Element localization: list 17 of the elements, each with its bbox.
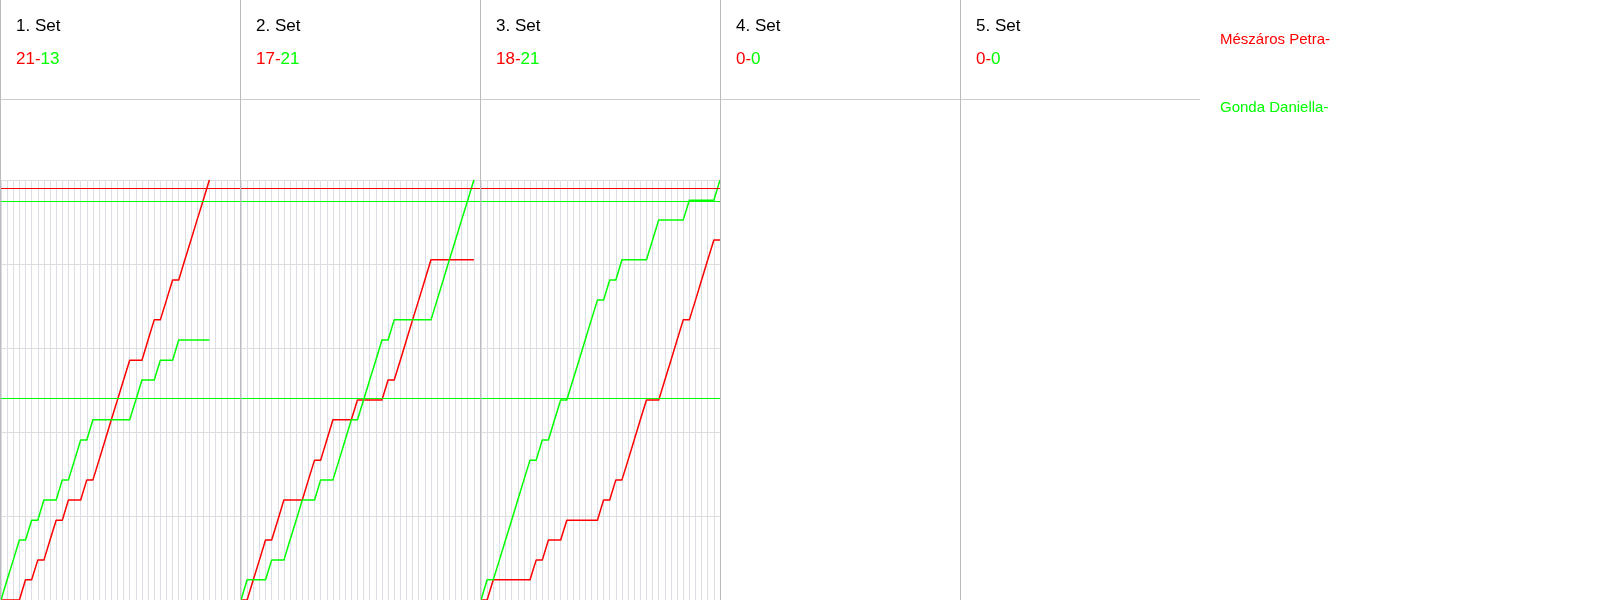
chart-title: 1. Set	[16, 16, 61, 35]
text: 13	[40, 49, 60, 68]
text: Mészáros Petra-	[1220, 30, 1331, 49]
text: 0-	[976, 49, 992, 68]
text: 0	[751, 49, 761, 68]
chart-title: 2. Set	[256, 16, 301, 35]
text: 0-	[736, 49, 752, 68]
text: 21-	[16, 49, 41, 68]
text: 18-	[496, 49, 521, 68]
chart-title: 3. Set	[496, 16, 541, 35]
text: 21	[280, 49, 300, 68]
text: 17-	[256, 49, 281, 68]
text: 0	[991, 49, 1001, 68]
text: 21	[520, 49, 540, 68]
text: 4. Set	[736, 16, 781, 35]
text: Gonda Daniella-	[1220, 98, 1330, 117]
text: 5. Set	[976, 16, 1021, 35]
